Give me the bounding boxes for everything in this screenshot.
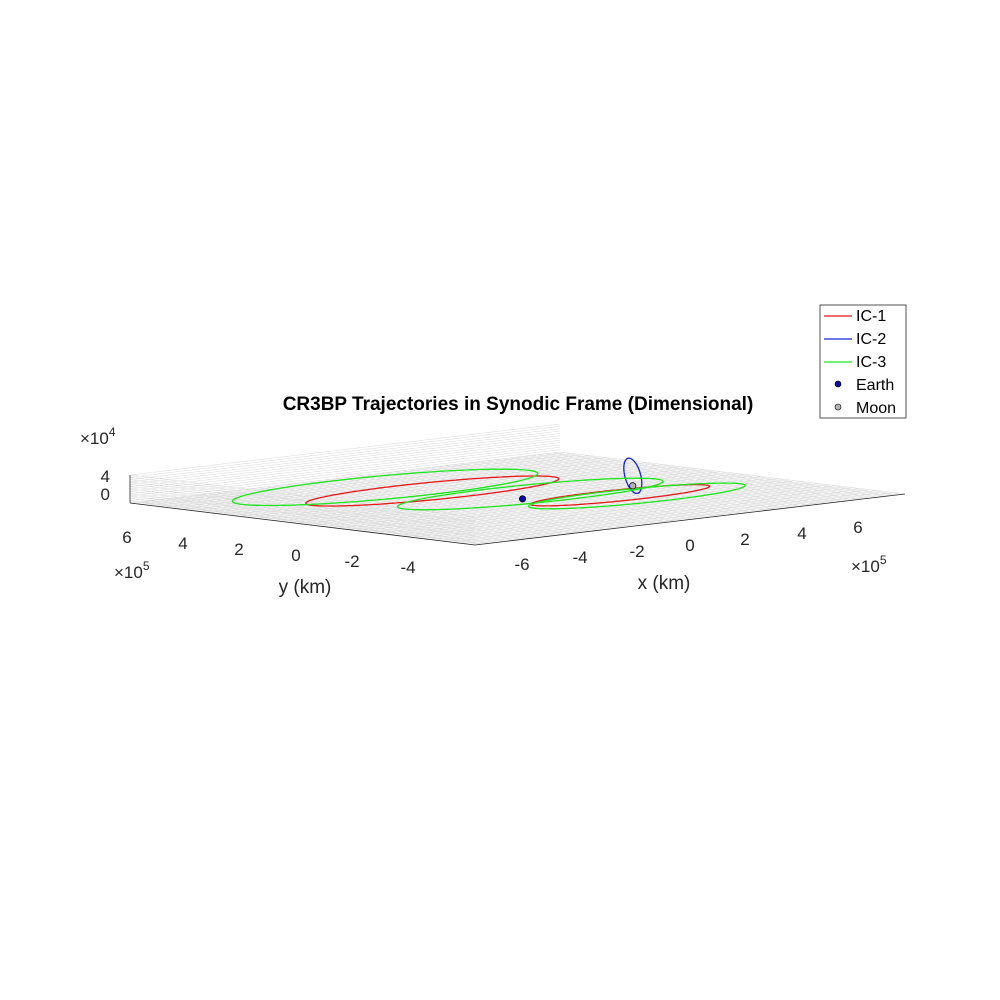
y-tick-label: -4 — [400, 558, 415, 577]
y-tick-label: 6 — [122, 528, 131, 547]
z-axis: ×104 4 0 — [80, 425, 116, 504]
x-exponent-power: 5 — [880, 553, 887, 567]
y-tick-label: 0 — [291, 546, 300, 565]
y-tick-label: 4 — [178, 534, 187, 553]
z-tick-label: 0 — [101, 485, 110, 504]
x-tick-label: -2 — [629, 542, 644, 561]
x-exponent: ×105 — [851, 553, 887, 576]
legend-marker-moon — [834, 403, 842, 411]
y-axis-label: y (km) — [279, 577, 332, 598]
legend-label-ic-3: IC-3 — [856, 354, 886, 371]
y-tick-label: 2 — [234, 540, 243, 559]
legend-label-moon: Moon — [856, 400, 896, 417]
series-layer — [231, 457, 746, 511]
x-exponent-base: ×10 — [851, 557, 880, 576]
x-tick-label: 4 — [797, 524, 806, 543]
ic-3-orbit-loop — [527, 482, 746, 510]
earth-marker — [518, 495, 527, 503]
x-tick-label: 0 — [685, 536, 694, 555]
x-axis-line — [474, 493, 906, 546]
series-ic-3 — [231, 468, 746, 511]
bodies-layer — [518, 482, 637, 503]
x-axis-label: x (km) — [638, 573, 691, 594]
x-tick-label: -4 — [572, 548, 587, 567]
legend-label-ic-2: IC-2 — [856, 331, 886, 348]
axes-grid — [129, 423, 906, 546]
y-exponent-power: 5 — [143, 559, 150, 573]
y-tick-label: -2 — [344, 552, 359, 571]
z-exponent: ×104 — [80, 425, 116, 448]
x-tick-label: -6 — [514, 555, 529, 574]
legend-marker-earth — [834, 380, 842, 388]
y-exponent: ×105 — [114, 559, 150, 582]
legend-label-earth: Earth — [856, 377, 894, 394]
ic-3-orbit-loop — [396, 477, 664, 511]
moon-marker — [629, 482, 637, 490]
x-tick-label: 2 — [740, 530, 749, 549]
z-exponent-power: 4 — [109, 425, 116, 439]
axis-lines — [129, 475, 906, 546]
chart-title: CR3BP Trajectories in Synodic Frame (Dim… — [283, 394, 754, 415]
y-exponent-base: ×10 — [114, 563, 143, 582]
z-exponent-base: ×10 — [80, 429, 109, 448]
legend-label-ic-1: IC-1 — [856, 308, 886, 325]
legend: IC-1 IC-2 IC-3 Earth Moon — [819, 304, 907, 419]
ic-3-orbit-loop — [231, 468, 539, 507]
z-tick-label: 4 — [101, 467, 110, 486]
y-axis-line — [129, 502, 476, 546]
x-tick-label: 6 — [853, 518, 862, 537]
ic-1-orbit-loop — [305, 475, 560, 507]
grid-lines — [129, 423, 906, 546]
x-axis: -6 -4 -2 0 2 4 6 ×105 x (km) — [514, 518, 886, 594]
y-axis: 6 4 2 0 -2 -4 ×105 y (km) — [114, 528, 416, 598]
